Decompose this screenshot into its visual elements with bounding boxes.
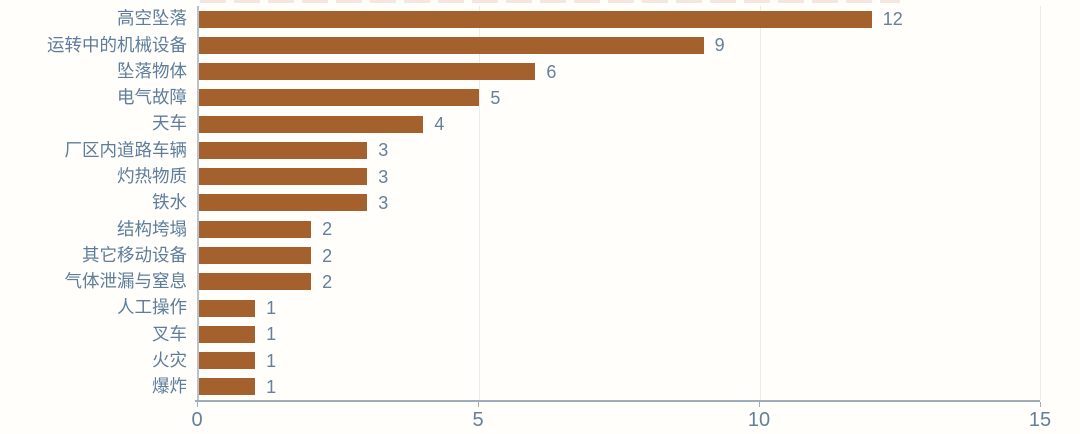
value-label: 4 [434, 114, 445, 135]
bar-rows: 高空坠落 12 运转中的机械设备 9 坠落物体 6 电气故障 5 天车 4 厂区内道路车辆 3 灼热物质… [47, 6, 1040, 400]
bar [199, 194, 368, 212]
gridline-x-5 [479, 6, 481, 400]
value-label: 2 [322, 245, 333, 266]
bar-row: 厂区内道路车辆 3 [65, 137, 1040, 163]
category-label: 灼热物质 [117, 165, 187, 186]
bar-row: 结构垮塌 2 [117, 216, 1040, 242]
value-label: 1 [266, 324, 277, 345]
bar [199, 10, 872, 28]
category-label: 气体泄漏与窒息 [64, 271, 188, 292]
category-label: 厂区内道路车辆 [64, 139, 188, 160]
value-label: 2 [322, 219, 333, 240]
category-label: 高空坠落 [117, 8, 187, 29]
x-tick-label: 5 [472, 409, 484, 431]
bar-row: 爆炸 1 [152, 374, 1040, 400]
bar-row: 其它移动设备 2 [82, 242, 1040, 268]
bar-row: 灼热物质 3 [117, 164, 1040, 190]
x-tick-mark-5 [478, 402, 479, 407]
bar [199, 220, 312, 238]
category-label: 爆炸 [152, 376, 187, 397]
x-tick-mark-15 [1040, 402, 1041, 407]
bar [199, 141, 368, 159]
value-label: 2 [322, 271, 333, 292]
bar [199, 36, 704, 54]
x-tick-label: 10 [747, 409, 771, 431]
category-label: 铁水 [152, 192, 187, 213]
value-label: 1 [266, 298, 277, 319]
bar [199, 378, 256, 396]
category-label: 火灾 [152, 349, 187, 370]
value-label: 5 [490, 87, 501, 108]
bar [199, 299, 256, 317]
category-label: 人工操作 [117, 297, 187, 318]
bar [199, 115, 424, 133]
x-tick-mark-0 [197, 402, 198, 407]
bar-row: 电气故障 5 [117, 85, 1040, 111]
value-label: 3 [378, 166, 389, 187]
bar-row: 叉车 1 [152, 321, 1040, 347]
category-label: 运转中的机械设备 [47, 34, 187, 55]
bar-row: 人工操作 1 [117, 295, 1040, 321]
gridline-x-15 [1040, 6, 1041, 400]
value-label: 3 [378, 140, 389, 161]
category-label: 电气故障 [117, 87, 187, 108]
category-label: 其它移动设备 [82, 244, 187, 265]
plot-area: 高空坠落 12 运转中的机械设备 9 坠落物体 6 电气故障 5 天车 4 厂区内道路车辆 3 灼热物质… [47, 6, 1041, 400]
bar-row: 高空坠落 12 [117, 6, 1040, 32]
bar [199, 168, 368, 186]
value-label: 9 [714, 35, 725, 56]
bar [199, 273, 312, 291]
value-label: 12 [882, 9, 903, 30]
bar-row: 气体泄漏与窒息 2 [65, 269, 1040, 295]
bar-row: 火灾 1 [152, 347, 1040, 373]
category-label: 坠落物体 [117, 60, 187, 81]
category-label: 结构垮塌 [117, 218, 187, 239]
x-tick-label: 0 [191, 409, 203, 431]
bar [199, 325, 256, 343]
x-tick-label: 15 [1028, 409, 1052, 431]
bar-row: 铁水 3 [152, 190, 1040, 216]
bar-row: 坠落物体 6 [117, 59, 1040, 85]
bar [199, 63, 536, 81]
bar [199, 89, 480, 107]
x-tick-mark-10 [759, 402, 760, 407]
x-axis-line [195, 400, 1040, 402]
value-label: 1 [266, 350, 277, 371]
value-label: 6 [546, 61, 557, 82]
bar-row: 运转中的机械设备 9 [47, 32, 1040, 58]
category-label: 叉车 [152, 323, 187, 344]
category-label: 天车 [152, 113, 187, 134]
bar [199, 352, 256, 370]
bar-row: 天车 4 [152, 111, 1040, 137]
value-label: 1 [266, 376, 277, 397]
value-label: 3 [378, 192, 389, 213]
cropped-title-remnant [200, 0, 900, 3]
bar [199, 247, 312, 265]
gridline-x-10 [759, 6, 761, 400]
